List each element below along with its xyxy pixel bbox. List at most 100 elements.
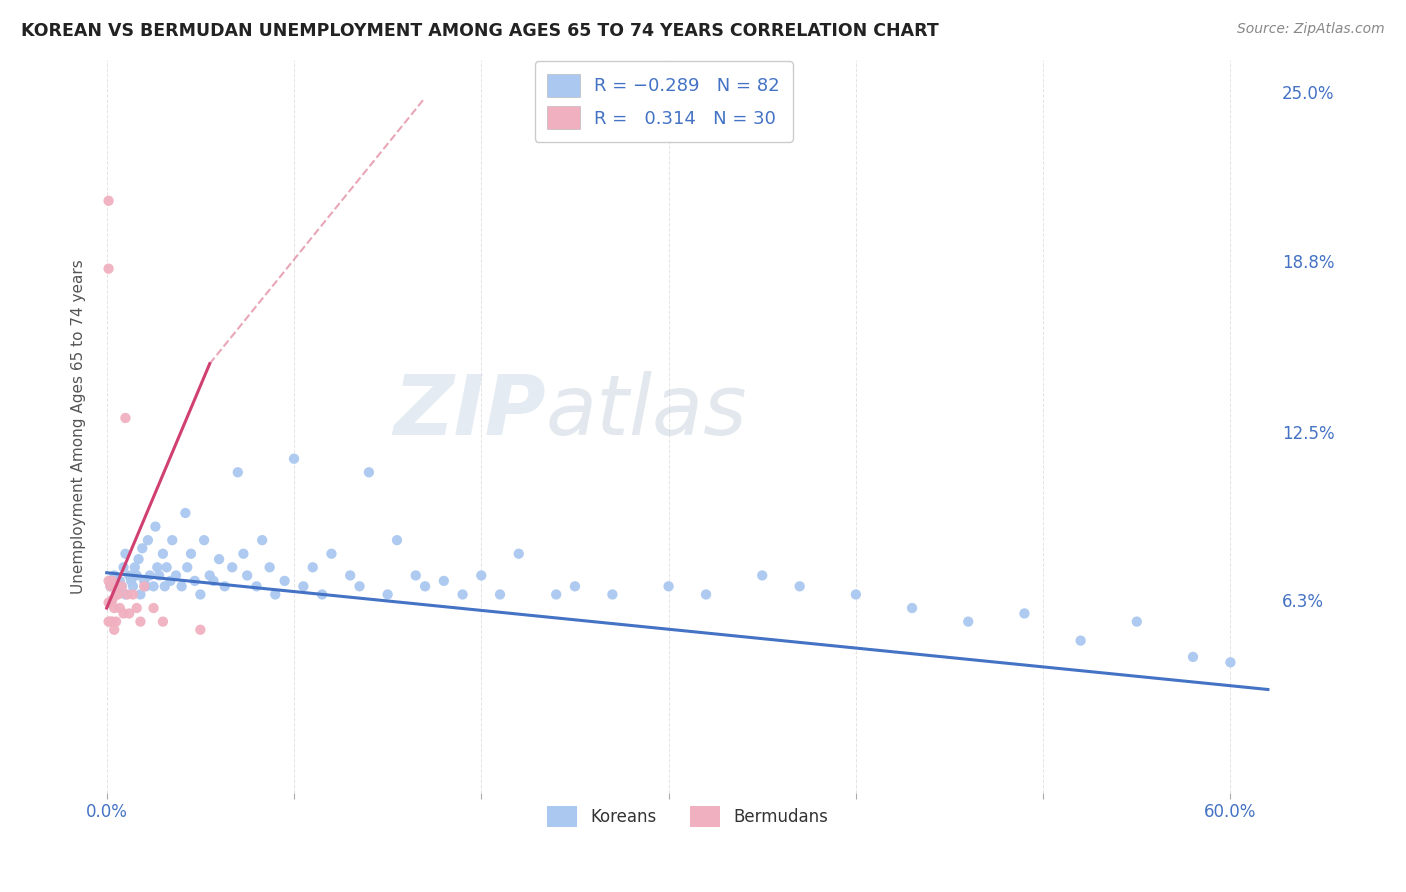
- Point: [174, 506, 197, 520]
- Point: [564, 579, 586, 593]
- Point: [202, 574, 225, 588]
- Point: [259, 560, 281, 574]
- Point: [111, 579, 134, 593]
- Point: [108, 574, 131, 588]
- Point: [105, 615, 128, 629]
- Point: [232, 547, 254, 561]
- Point: [695, 587, 717, 601]
- Point: [120, 574, 142, 588]
- Point: [111, 579, 134, 593]
- Point: [190, 587, 212, 601]
- Point: [602, 587, 624, 601]
- Point: [103, 568, 125, 582]
- Point: [134, 579, 156, 593]
- Point: [180, 547, 202, 561]
- Point: [118, 568, 141, 582]
- Point: [136, 533, 159, 548]
- Point: [1014, 607, 1036, 621]
- Text: ZIP: ZIP: [394, 371, 546, 452]
- Point: [142, 601, 165, 615]
- Point: [190, 623, 212, 637]
- Point: [508, 547, 530, 561]
- Point: [142, 579, 165, 593]
- Point: [153, 579, 176, 593]
- Point: [100, 579, 122, 593]
- Point: [117, 587, 139, 601]
- Point: [105, 587, 128, 601]
- Point: [108, 601, 131, 615]
- Point: [125, 568, 148, 582]
- Point: [1182, 649, 1205, 664]
- Point: [292, 579, 315, 593]
- Point: [114, 411, 136, 425]
- Point: [283, 451, 305, 466]
- Point: [122, 587, 145, 601]
- Point: [105, 587, 128, 601]
- Text: KOREAN VS BERMUDAN UNEMPLOYMENT AMONG AGES 65 TO 74 YEARS CORRELATION CHART: KOREAN VS BERMUDAN UNEMPLOYMENT AMONG AG…: [21, 22, 939, 40]
- Point: [451, 587, 474, 601]
- Point: [226, 465, 249, 479]
- Point: [751, 568, 773, 582]
- Point: [245, 579, 267, 593]
- Point: [1126, 615, 1149, 629]
- Point: [103, 601, 125, 615]
- Point: [321, 547, 343, 561]
- Point: [129, 615, 152, 629]
- Point: [100, 615, 122, 629]
- Point: [250, 533, 273, 548]
- Point: [122, 579, 145, 593]
- Point: [311, 587, 333, 601]
- Point: [114, 587, 136, 601]
- Point: [489, 587, 512, 601]
- Point: [845, 587, 868, 601]
- Point: [405, 568, 427, 582]
- Point: [134, 574, 156, 588]
- Point: [131, 541, 153, 556]
- Point: [176, 560, 198, 574]
- Point: [97, 194, 120, 208]
- Point: [97, 261, 120, 276]
- Text: Source: ZipAtlas.com: Source: ZipAtlas.com: [1237, 22, 1385, 37]
- Point: [1219, 656, 1241, 670]
- Point: [957, 615, 980, 629]
- Point: [101, 574, 124, 588]
- Point: [301, 560, 323, 574]
- Point: [128, 552, 150, 566]
- Point: [101, 615, 124, 629]
- Point: [339, 568, 361, 582]
- Point: [433, 574, 456, 588]
- Point: [114, 547, 136, 561]
- Point: [97, 596, 120, 610]
- Point: [135, 579, 157, 593]
- Point: [100, 596, 122, 610]
- Y-axis label: Unemployment Among Ages 65 to 74 years: Unemployment Among Ages 65 to 74 years: [72, 259, 86, 593]
- Point: [103, 623, 125, 637]
- Legend: Koreans, Bermudans: Koreans, Bermudans: [538, 797, 837, 836]
- Point: [184, 574, 207, 588]
- Point: [152, 547, 174, 561]
- Point: [139, 568, 162, 582]
- Point: [159, 574, 181, 588]
- Point: [385, 533, 408, 548]
- Point: [101, 593, 124, 607]
- Point: [112, 560, 135, 574]
- Point: [165, 568, 187, 582]
- Point: [162, 533, 184, 548]
- Point: [198, 568, 221, 582]
- Point: [208, 552, 231, 566]
- Point: [148, 568, 170, 582]
- Point: [214, 579, 236, 593]
- Point: [100, 579, 122, 593]
- Point: [118, 607, 141, 621]
- Point: [546, 587, 568, 601]
- Point: [221, 560, 243, 574]
- Point: [125, 601, 148, 615]
- Point: [152, 615, 174, 629]
- Point: [413, 579, 436, 593]
- Point: [112, 607, 135, 621]
- Point: [273, 574, 295, 588]
- Point: [97, 615, 120, 629]
- Point: [146, 560, 169, 574]
- Point: [264, 587, 287, 601]
- Point: [357, 465, 380, 479]
